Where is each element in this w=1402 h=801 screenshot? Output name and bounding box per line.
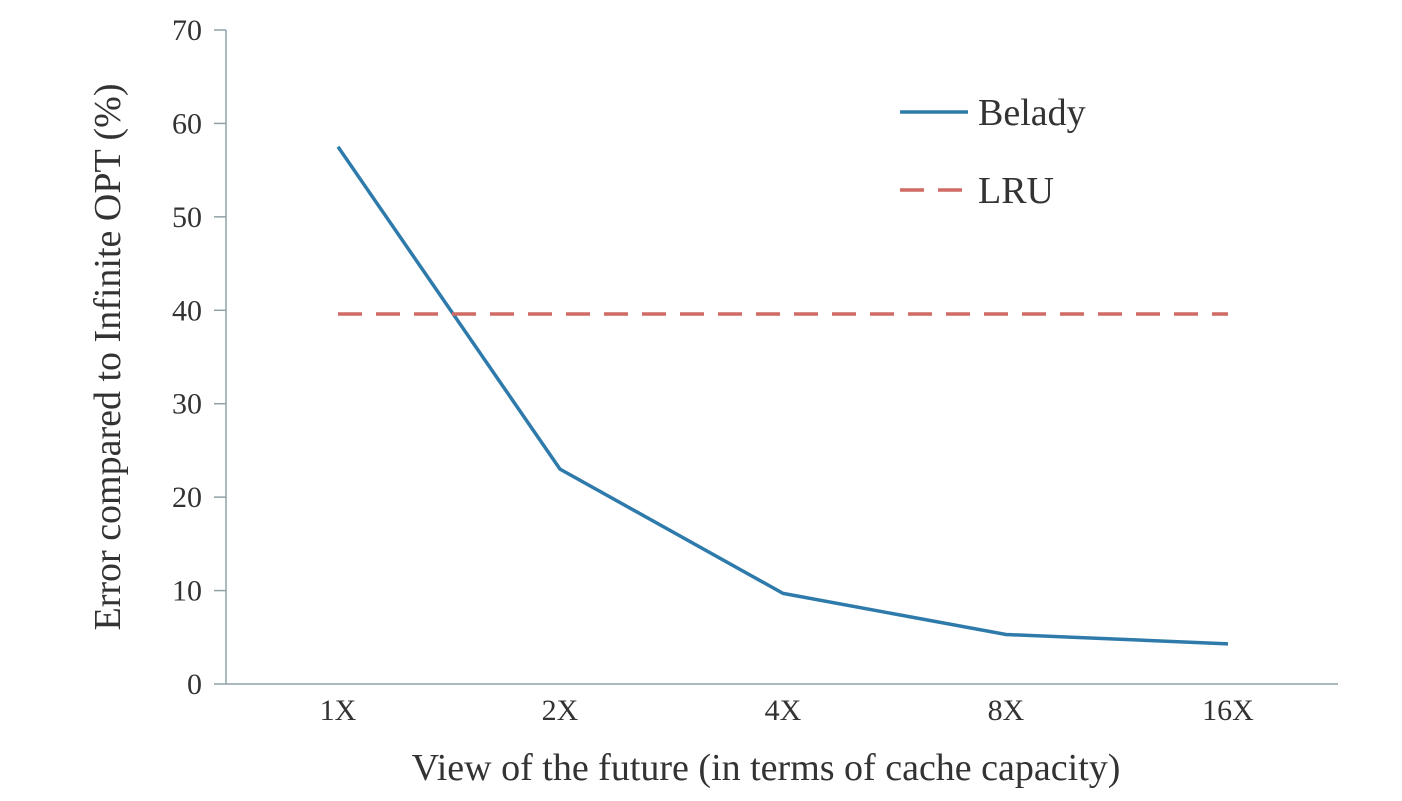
x-tick-label: 16X [1202,694,1254,727]
y-tick-label: 40 [172,294,202,327]
legend: Belady LRU [900,92,1086,212]
x-tick-label: 2X [542,694,579,727]
x-tick-label: 1X [320,694,357,727]
y-tick-label: 20 [172,481,202,514]
y-tick-label: 30 [172,388,202,421]
y-axis-title: Error compared to Infinite OPT (%) [87,84,129,631]
x-tick-label: 8X [988,694,1025,727]
y-tick-label: 0 [187,668,202,701]
y-tick-label: 60 [172,107,202,140]
legend-label-belady: Belady [978,92,1086,134]
series-line-belady [336,145,1229,646]
legend-label-lru: LRU [978,170,1054,212]
y-tick-label: 10 [172,575,202,608]
x-ticks: 1X 2X 4X 8X 16X [320,694,1255,727]
y-tick-label: 70 [172,14,202,47]
x-axis-title: View of the future (in terms of cache ca… [412,747,1121,789]
y-tick-label: 50 [172,201,202,234]
y-ticks: 0 10 20 30 40 50 60 70 [172,14,226,701]
axes [225,30,1338,685]
x-tick-label: 4X [765,694,802,727]
series-layer [336,145,1229,646]
